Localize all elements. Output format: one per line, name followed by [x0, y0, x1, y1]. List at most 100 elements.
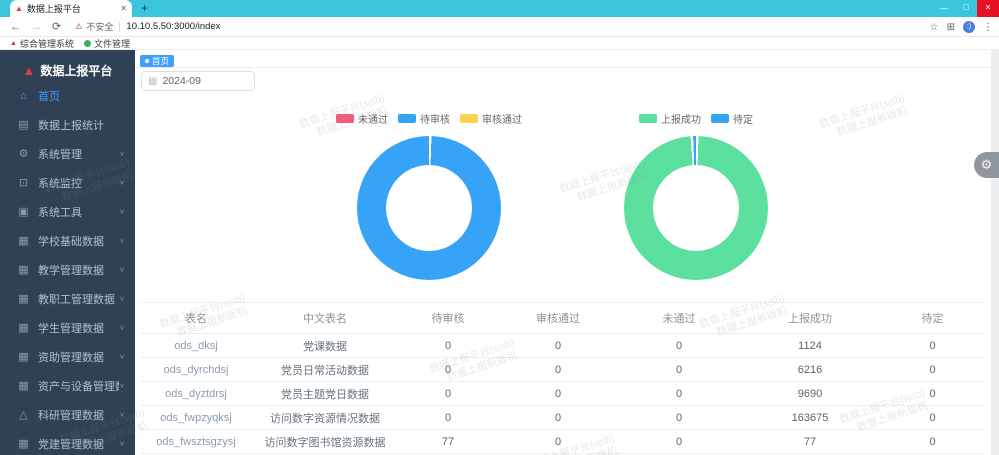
table-cell: 访问数字图书馆资源数据 — [264, 436, 386, 449]
chevron-down-icon: ∨ — [119, 352, 125, 361]
table-cell: 0 — [929, 363, 936, 376]
chart-legend: 上报成功 待定 — [552, 111, 840, 126]
flask-icon: △ — [19, 409, 28, 421]
table-row[interactable]: ods_dyrchdsj 党员日常活动数据 0 0 0 6216 0 — [140, 358, 985, 382]
month-picker[interactable]: ▦ 2024-09 — [141, 71, 255, 91]
table-icon: ▦ — [18, 380, 29, 392]
main-content: 首页 ▦ 2024-09 未通过 待审核 审核通过 上报成功 待定 表名 中文表名 待审核… — [135, 50, 999, 455]
sidebar-item-学生管理数据[interactable]: ▦ 学生管理数据 ∨ — [0, 313, 135, 342]
url-text[interactable]: 10.10.5.50:3000/index — [126, 21, 221, 32]
sidebar-item-学校基础数据[interactable]: ▦ 学校基础数据 ∨ — [0, 226, 135, 255]
table-cell: 0 — [929, 339, 936, 352]
window-minimize-button[interactable]: — — [939, 3, 949, 13]
scrollbar[interactable] — [991, 50, 999, 455]
table-name-cell: ods_fwpzyqksj — [160, 411, 232, 424]
table-icon: ▦ — [18, 351, 29, 363]
table-header-row: 表名 中文表名 待审核 审核通过 未通过 上报成功 待定 — [140, 302, 985, 334]
sidebar-item-系统监控[interactable]: ⊡ 系统监控 ∨ — [0, 168, 135, 197]
table-row[interactable]: ods_dyztdrsj 党员主题党日数据 0 0 0 9690 0 — [140, 382, 985, 406]
table-cell: 9690 — [797, 387, 823, 400]
sidebar-item-科研管理数据[interactable]: △ 科研管理数据 ∨ — [0, 400, 135, 429]
table-icon: ▦ — [18, 322, 29, 334]
profile-avatar[interactable]: :) — [963, 21, 975, 33]
extensions-icon[interactable]: ⊞ — [946, 21, 955, 33]
sidebar-item-首页[interactable]: ⌂ 首页 — [0, 81, 135, 110]
browser-tab-strip: ▲ 数据上报平台 ✕ + — ▢ ✕ — [0, 0, 999, 17]
table-cell: 0 — [675, 387, 683, 400]
chevron-down-icon: ∨ — [119, 149, 125, 158]
sidebar-item-系统管理[interactable]: ⚙ 系统管理 ∨ — [0, 139, 135, 168]
chevron-down-icon: ∨ — [119, 323, 125, 332]
legend-item[interactable]: 未通过 — [336, 111, 388, 126]
table-cell: 0 — [554, 435, 562, 448]
table-cell: 党员日常活动数据 — [281, 364, 369, 377]
new-tab-button[interactable]: + — [141, 1, 149, 15]
table-cell: 0 — [554, 339, 562, 352]
reload-icon[interactable]: ⟳ — [52, 21, 62, 33]
chevron-down-icon: ∨ — [119, 207, 125, 216]
bookmark-star-icon[interactable]: ☆ — [929, 21, 939, 33]
green-circle-icon — [83, 39, 91, 47]
legend-item[interactable]: 审核通过 — [460, 111, 522, 126]
table-cell: 0 — [444, 339, 452, 352]
sidebar-item-label: 资助管理数据 — [38, 351, 104, 364]
sidebar-item-资助管理数据[interactable]: ▦ 资助管理数据 ∨ — [0, 342, 135, 371]
chevron-down-icon: ∨ — [119, 236, 125, 245]
table-row[interactable]: ods_dksj 党课数据 0 0 0 1124 0 — [140, 334, 985, 358]
back-icon[interactable]: ← — [10, 20, 21, 33]
table-cell: 0 — [554, 387, 562, 400]
legend-swatch-icon — [460, 113, 478, 123]
sidebar-item-教学管理数据[interactable]: ▦ 教学管理数据 ∨ — [0, 255, 135, 284]
legend-item[interactable]: 待定 — [711, 111, 753, 126]
legend-swatch-icon — [398, 113, 416, 123]
table-cell: 77 — [441, 435, 455, 448]
settings-gear-icon[interactable]: ⚙ — [974, 152, 999, 178]
browser-menu-icon[interactable]: ⋮ — [983, 21, 993, 33]
window-maximize-button[interactable]: ▢ — [962, 4, 970, 11]
column-header: 审核通过 — [536, 313, 580, 325]
sidebar: ▲ 数据上报平台 ⌂ 首页 ▤ 数据上报统计 ⚙ 系统管理 ∨ ⊡ 系统监控 ∨ ▣ 系统工具 ∨ ▦ 学校… — [0, 50, 135, 455]
home-icon: ⌂ — [20, 89, 27, 102]
tab-home[interactable]: 首页 — [140, 55, 175, 67]
sidebar-menu: ⌂ 首页 ▤ 数据上报统计 ⚙ 系统管理 ∨ ⊡ 系统监控 ∨ ▣ 系统工具 ∨ ▦ 学校基础数据 ∨ ▦ 教学管… — [0, 81, 135, 455]
sidebar-item-系统工具[interactable]: ▣ 系统工具 ∨ — [0, 197, 135, 226]
chart-legend: 未通过 待审核 审核通过 — [285, 111, 573, 126]
sidebar-item-教职工管理数据[interactable]: ▦ 教职工管理数据 ∨ — [0, 284, 135, 313]
column-header: 待定 — [921, 313, 944, 325]
sidebar-item-label: 系统工具 — [38, 206, 82, 219]
red-triangle-icon: ▲ — [10, 39, 17, 47]
table-cell: 0 — [675, 363, 683, 376]
tab-close-icon[interactable]: ✕ — [120, 4, 127, 13]
bookmark-item[interactable]: 文件管理 — [83, 37, 130, 50]
column-header: 表名 — [185, 313, 207, 325]
table-row[interactable]: ods_fwsztsgzysj 访问数字图书馆资源数据 77 0 0 77 0 — [140, 430, 985, 454]
chevron-down-icon: ∨ — [119, 439, 125, 448]
not-secure-label[interactable]: 不安全 — [86, 22, 114, 32]
table-row[interactable]: ods_fwpzyqksj 访问数字资源情况数据 0 0 0 163675 0 — [140, 406, 985, 430]
table-cell: 0 — [675, 435, 683, 448]
report-status-donut-chart: 上报成功 待定 — [552, 111, 840, 280]
table-cell: 0 — [444, 387, 452, 400]
sidebar-item-党建管理数据[interactable]: ▦ 党建管理数据 ∨ — [0, 429, 135, 455]
address-bar: ← → ⟳ ⚠ 不安全 10.10.5.50:3000/index ☆ ⊞ :)… — [0, 17, 999, 37]
browser-tab[interactable]: ▲ 数据上报平台 ✕ — [10, 0, 132, 17]
sidebar-item-资产与设备管理数据[interactable]: ▦ 资产与设备管理数据∨ — [0, 371, 135, 400]
legend-item[interactable]: 上报成功 — [639, 111, 701, 126]
table-name-cell: ods_dyztdrsj — [165, 387, 227, 400]
table-cell: 0 — [554, 411, 562, 424]
sidebar-item-数据上报统计[interactable]: ▤ 数据上报统计 — [0, 110, 135, 139]
window-close-button[interactable]: ✕ — [977, 0, 999, 17]
chevron-down-icon: ∨ — [119, 294, 125, 303]
sidebar-item-label: 资产与设备管理数据 — [38, 380, 119, 393]
forward-icon[interactable]: → — [31, 20, 42, 33]
app-logo: ▲ 数据上报平台 — [0, 50, 135, 81]
bookmark-item[interactable]: ▲ 综合管理系统 — [10, 38, 74, 49]
donut-chart[interactable] — [357, 136, 501, 280]
table-cell: 0 — [929, 387, 936, 400]
donut-chart[interactable] — [624, 136, 768, 280]
tools-icon: ▣ — [18, 206, 29, 218]
chevron-down-icon: ∨ — [119, 381, 125, 390]
legend-item[interactable]: 待审核 — [398, 111, 450, 126]
active-tag-dot-icon — [145, 59, 149, 63]
column-header: 未通过 — [662, 313, 696, 325]
